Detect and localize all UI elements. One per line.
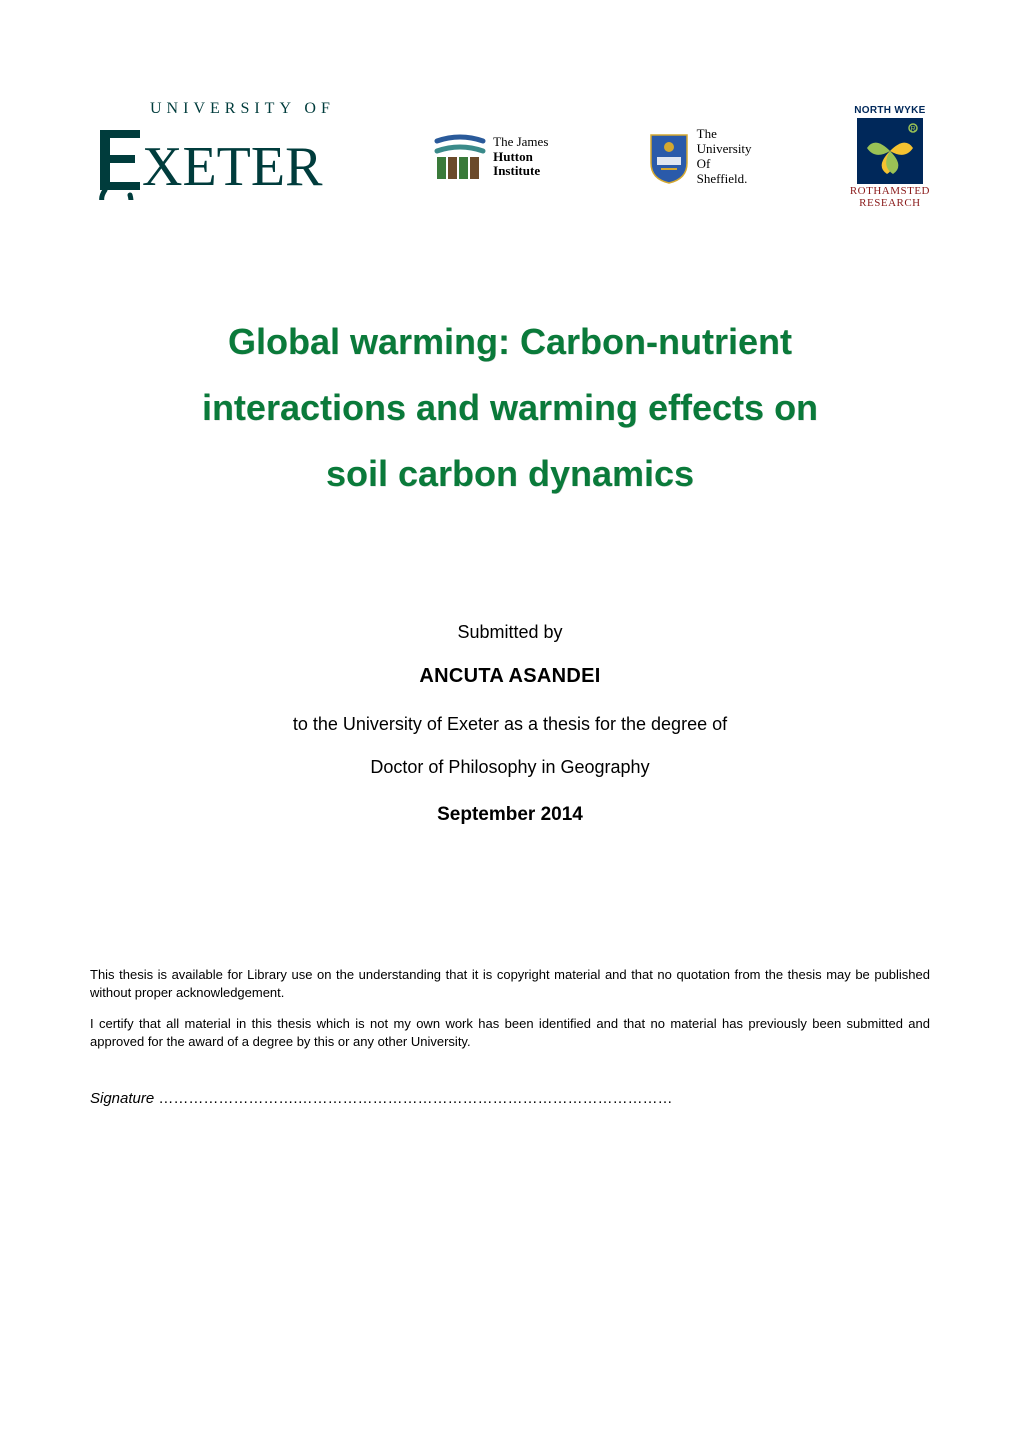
rothamsted-top-text: NORTH WYKE [854, 105, 925, 116]
hutton-line1: The James [493, 135, 548, 150]
sheffield-line2: University [697, 142, 752, 157]
rothamsted-bottom1: ROTHAMSTED [850, 186, 930, 198]
degree-name: Doctor of Philosophy in Geography [90, 757, 930, 778]
hutton-logo: The James Hutton Institute [433, 131, 548, 183]
hutton-line2: Hutton [493, 150, 548, 165]
sheffield-crest-icon [647, 129, 691, 185]
signature-label: Signature [90, 1090, 154, 1107]
disclaimer-para-1: This thesis is available for Library use… [90, 966, 930, 1001]
hutton-stripes-icon [433, 131, 487, 183]
submitted-by-label: Submitted by [90, 622, 930, 643]
rothamsted-logo: NORTH WYKE R ROTHAMSTED RESEARCH [850, 105, 930, 209]
thesis-title: Global warming: Carbon-nutrient interact… [90, 324, 930, 492]
exeter-top-text: UNIVERSITY OF [150, 100, 335, 118]
sheffield-logo: The University Of Sheffield. [647, 127, 752, 187]
rothamsted-flower-icon: R [857, 118, 923, 184]
author-name: ANCUTA ASANDEI [90, 665, 930, 688]
submission-block: Submitted by ANCUTA ASANDEI to the Unive… [90, 622, 930, 826]
exeter-main-text: XETER [90, 120, 322, 214]
sheffield-line4: Sheffield. [697, 172, 752, 187]
sheffield-line3: Of [697, 157, 752, 172]
rothamsted-bottom2: RESEARCH [850, 198, 930, 210]
submission-date: September 2014 [90, 804, 930, 826]
disclaimer-para-2: I certify that all material in this thes… [90, 1015, 930, 1050]
svg-text:R: R [910, 126, 915, 133]
rothamsted-bottom-text: ROTHAMSTED RESEARCH [850, 186, 930, 209]
exeter-text-xeter: XETER [142, 135, 322, 199]
title-line-1: Global warming: Carbon-nutrient [90, 324, 930, 360]
affiliation-logos-row: UNIVERSITY OF XETER The James [90, 100, 930, 214]
sheffield-text: The University Of Sheffield. [697, 127, 752, 187]
title-line-2: interactions and warming effects on [90, 390, 930, 426]
exeter-logo: UNIVERSITY OF XETER [90, 100, 335, 214]
exeter-swirl-icon [90, 120, 150, 214]
signature-dots: ……………………….………………………………………………………………… [154, 1090, 672, 1107]
title-line-3: soil carbon dynamics [90, 456, 930, 492]
hutton-line3: Institute [493, 164, 548, 179]
hutton-text: The James Hutton Institute [493, 135, 548, 180]
degree-line: to the University of Exeter as a thesis … [90, 714, 930, 735]
sheffield-line1: The [697, 127, 752, 142]
signature-line: Signature ……………………….……………………………………………………… [90, 1090, 930, 1107]
